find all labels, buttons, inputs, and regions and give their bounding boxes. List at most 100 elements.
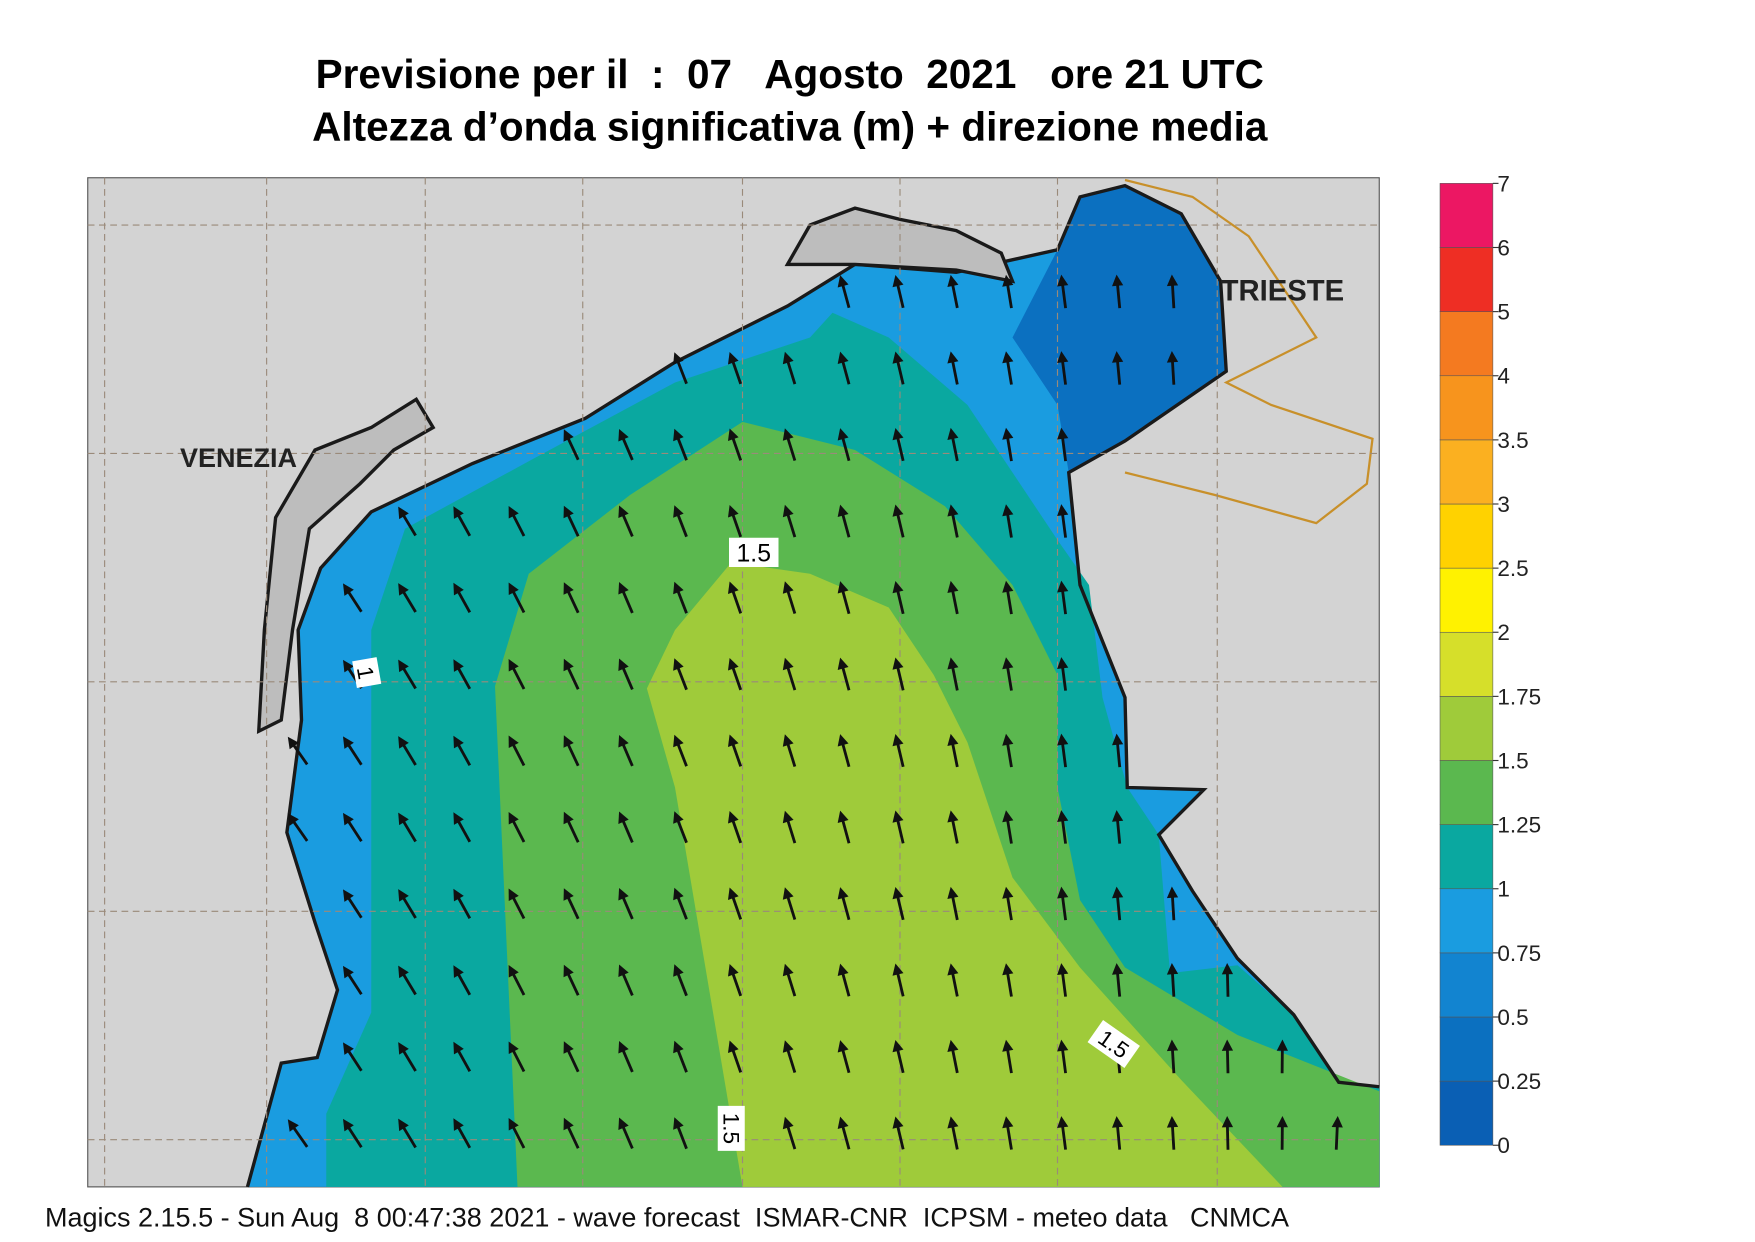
arrow — [782, 734, 797, 767]
arrow-head — [563, 1117, 574, 1131]
arrow-head — [782, 657, 794, 671]
arrow — [453, 1118, 472, 1149]
arrow-head — [398, 889, 409, 902]
contour-label: 1.5 — [717, 1105, 745, 1151]
arrow — [398, 965, 417, 996]
arrow-head — [782, 1116, 794, 1130]
arrow-head — [1112, 963, 1124, 975]
arrow-head — [1112, 886, 1124, 899]
arrow-head — [1166, 274, 1179, 287]
arrow — [453, 735, 472, 766]
arrow-head — [618, 658, 629, 672]
arrow — [453, 1041, 472, 1072]
arrow — [342, 1118, 363, 1148]
colorbar-band — [1439, 247, 1494, 312]
arrow — [892, 351, 905, 385]
arrow-head — [1331, 1116, 1343, 1128]
map-area: VENEZIA TRIESTE 1.5 1 1.5 1.5 — [87, 177, 1380, 1188]
arrow — [837, 1116, 851, 1150]
arrow — [673, 658, 688, 691]
arrow-head — [947, 963, 959, 976]
arrow — [837, 810, 851, 844]
arrow — [892, 580, 905, 615]
arrow-head — [1057, 580, 1069, 593]
arrow — [508, 658, 526, 690]
arrow-head — [563, 582, 574, 595]
colorbar-label: 0.25 — [1497, 1069, 1541, 1094]
arrow-head — [782, 963, 794, 977]
arrow-head — [727, 581, 739, 594]
arrow — [1221, 1116, 1234, 1150]
arrow — [398, 812, 417, 843]
sea-1-75 — [646, 562, 1283, 1187]
arrow-head — [673, 658, 684, 671]
arrow — [1112, 963, 1124, 997]
arrow — [618, 428, 634, 461]
arrow-head — [1002, 1039, 1014, 1052]
arrow-head — [727, 811, 739, 824]
arrow-head — [782, 351, 794, 365]
arrow-head — [892, 733, 904, 747]
arrow-head — [1221, 1039, 1234, 1051]
arrow-head — [673, 505, 684, 518]
arrow-head — [947, 1116, 959, 1129]
arrow-head — [892, 810, 904, 823]
arrow-head — [892, 1039, 904, 1053]
arrow-head — [287, 736, 299, 750]
arrow — [563, 888, 580, 920]
arrow — [837, 504, 851, 538]
arrow-head — [508, 582, 519, 596]
arrow-head — [398, 506, 409, 520]
arrow — [453, 582, 472, 613]
arrow — [1002, 427, 1014, 462]
arrow — [782, 963, 797, 997]
subtitle: Altezza d’onda significativa (m) + direz… — [312, 104, 1268, 150]
sea-0-5 — [1012, 185, 1227, 473]
city-label: TRIESTE — [1221, 275, 1345, 307]
arrow-head — [1057, 733, 1069, 746]
arrow — [727, 964, 743, 997]
arrow — [837, 275, 851, 309]
arrow — [1002, 351, 1014, 385]
arrow-head — [618, 734, 629, 748]
arrow-head — [947, 427, 959, 440]
contour-value: 1.5 — [737, 540, 771, 567]
colorbar-label: 4 — [1497, 364, 1510, 389]
arrow-head — [892, 1116, 904, 1129]
arrow — [508, 735, 526, 767]
arrow-head — [1166, 1116, 1179, 1128]
arrow-head — [673, 352, 684, 365]
arrow — [1057, 580, 1069, 615]
arrow-head — [342, 659, 354, 673]
arrow-head — [1112, 351, 1124, 363]
colorbar-band — [1439, 567, 1494, 633]
arrow-head — [1002, 886, 1014, 899]
arrow — [782, 887, 797, 920]
arrow-head — [1166, 351, 1179, 363]
arrow-head — [508, 811, 519, 825]
arrow-head — [1166, 1039, 1179, 1052]
arrow-head — [837, 504, 849, 517]
arrow — [618, 1040, 634, 1073]
contour-value: 1 — [352, 664, 379, 681]
arrow — [1166, 886, 1179, 921]
arrow — [782, 581, 797, 614]
arrow — [287, 736, 309, 766]
arrow-head — [1002, 657, 1014, 670]
arrow — [673, 734, 688, 767]
arrow — [1166, 1116, 1179, 1150]
arrow — [1002, 657, 1014, 691]
arrow — [1002, 1116, 1014, 1150]
arrow — [947, 427, 959, 462]
arrow-head — [563, 964, 574, 978]
arrow — [398, 1118, 417, 1149]
colorbar-label: 3.5 — [1497, 428, 1528, 453]
colorbar-band — [1439, 631, 1494, 697]
arrow-head — [947, 580, 959, 593]
arrow — [1221, 963, 1234, 997]
arrow-head — [892, 886, 904, 900]
arrow — [673, 1040, 688, 1073]
arrow-head — [1002, 504, 1014, 517]
